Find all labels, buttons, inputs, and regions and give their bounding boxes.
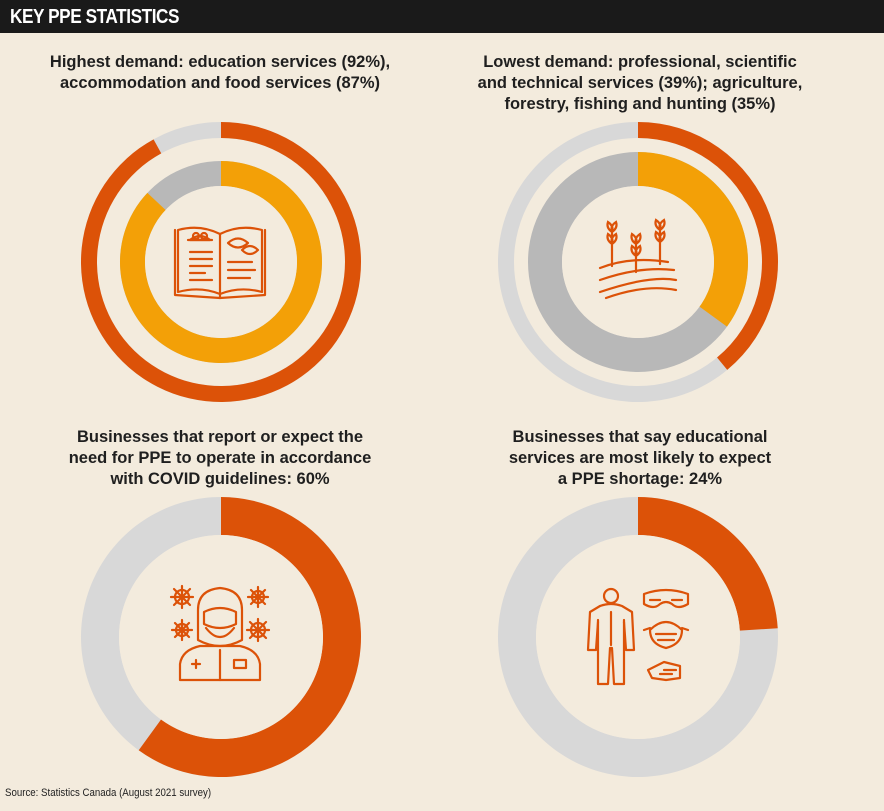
chart-1-title: Highest demand: education services (92%)… — [20, 52, 420, 94]
chart-2-title-line: Lowest demand: professional, scientific — [483, 53, 797, 71]
chart-2-inner-ring-value — [638, 152, 748, 327]
chart-4-title-line: Businesses that say educational — [512, 428, 768, 446]
chart-2-title: Lowest demand: professional, scientific … — [440, 52, 840, 115]
chart-2-title-line: forestry, fishing and hunting (35%) — [504, 95, 776, 113]
chart-2-title-line: and technical services (39%); agricultur… — [477, 74, 803, 92]
chart-4-title: Businesses that say educational services… — [440, 427, 840, 490]
farm-field-icon — [598, 218, 678, 300]
chart-4-title-line: services are most likely to expect — [508, 449, 772, 467]
chart-3-title-line: Businesses that report or expect the — [76, 428, 364, 446]
chart-3-title-line: with COVID guidelines: 60% — [110, 470, 330, 488]
chart-3-title-line: need for PPE to operate in accordance — [68, 449, 372, 467]
header-bar: KEY PPE STATISTICS — [0, 0, 884, 33]
doctor-with-virus-icon — [169, 584, 271, 682]
ppe-equipment-icon — [586, 587, 690, 686]
chart-4-title-line: a PPE shortage: 24% — [557, 470, 723, 488]
chart-4-single-ring-value — [638, 497, 778, 631]
recipe-book-icon — [173, 226, 267, 300]
source-note: Source: Statistics Canada (August 2021 s… — [5, 787, 212, 799]
chart-1-title-line: Highest demand: education services (92%)… — [49, 53, 391, 71]
chart-2-center — [562, 186, 714, 338]
chart-2-outer-ring-value — [638, 122, 779, 370]
chart-3-title: Businesses that report or expect the nee… — [20, 427, 420, 490]
chart-3-single-ring-value — [138, 497, 362, 777]
chart-4-center — [536, 535, 740, 739]
chart-1-title-line: accommodation and food services (87%) — [59, 74, 380, 92]
page-title: KEY PPE STATISTICS — [10, 6, 180, 28]
